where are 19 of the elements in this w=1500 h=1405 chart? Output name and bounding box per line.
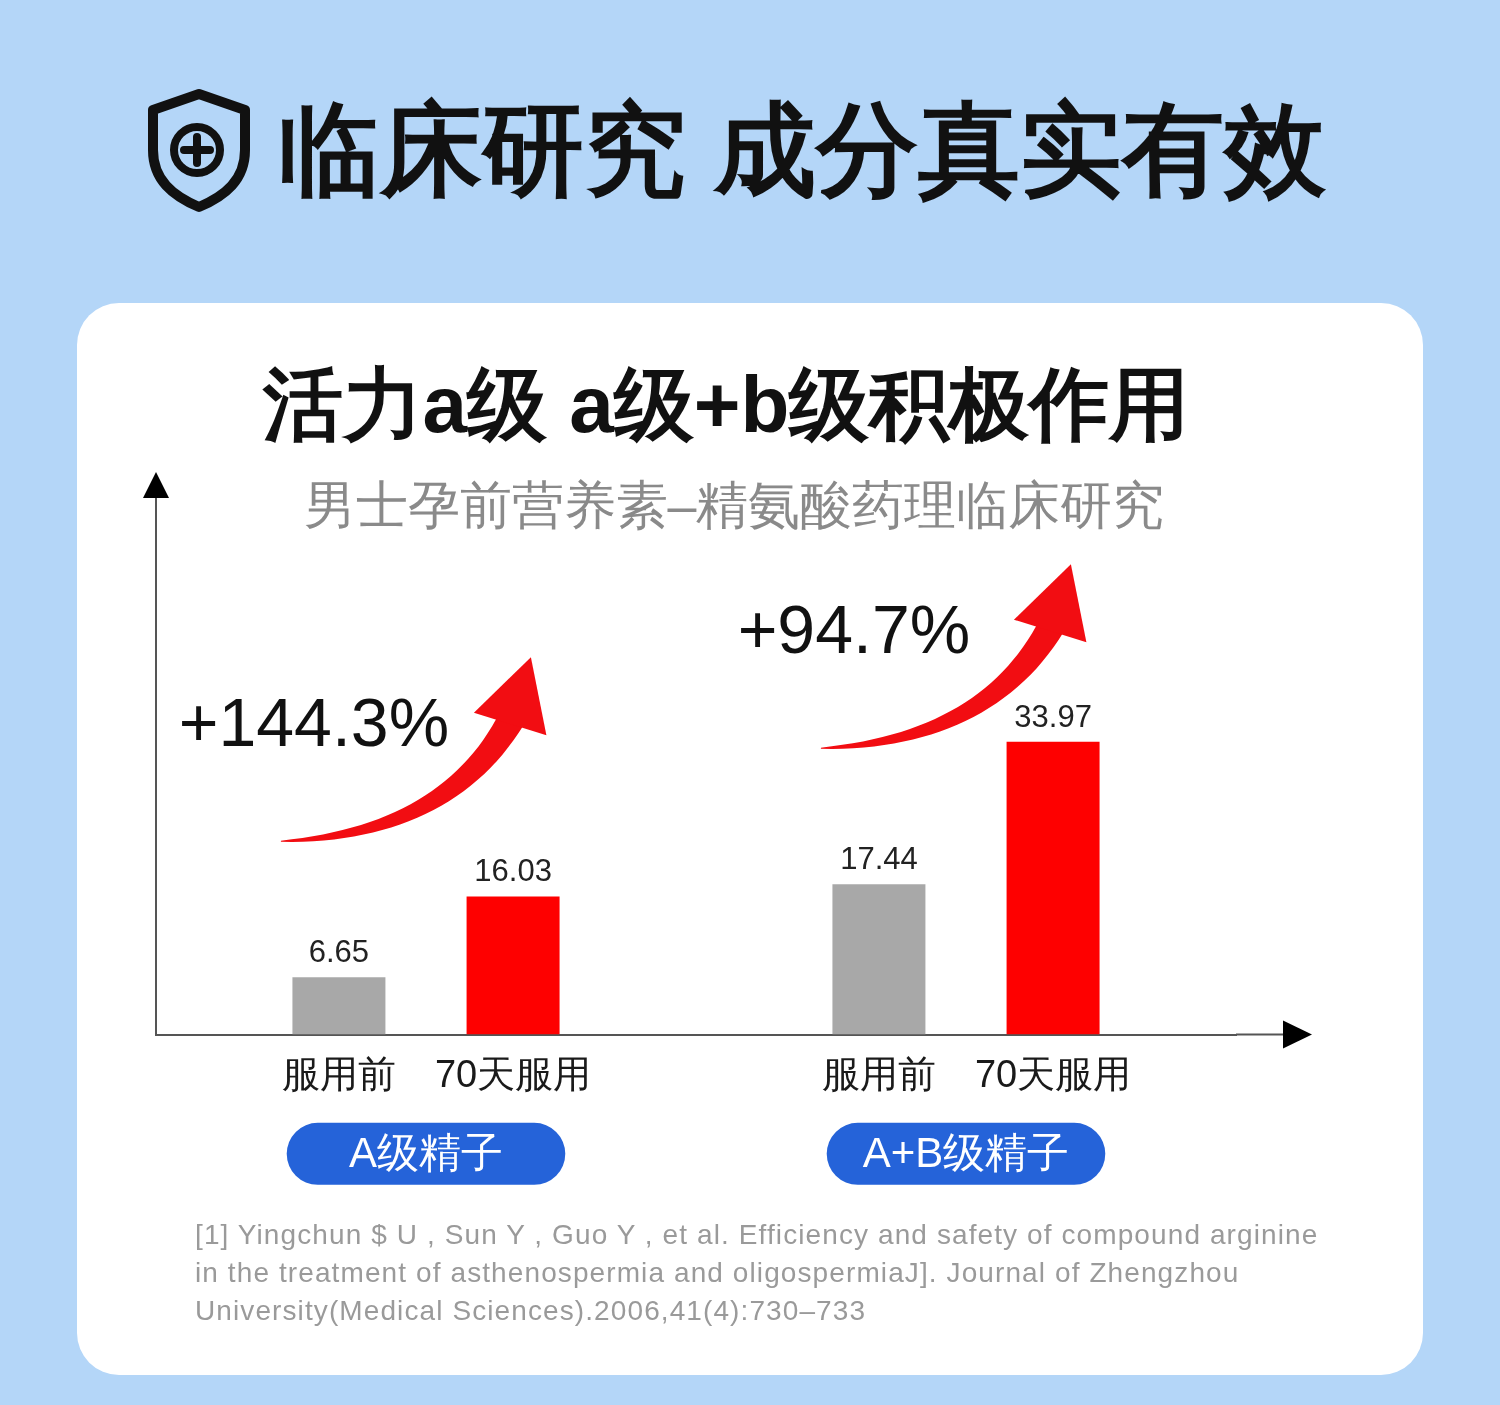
data-label: 33.97: [1014, 698, 1092, 734]
annotation: +144.3%: [178, 684, 450, 761]
data-label: 6.65: [308, 934, 370, 970]
text: 70天服用: [974, 1053, 1132, 1096]
bar: [832, 884, 926, 1035]
text: [1] Yingchun $ U , Sun Y , Guo Y , et al. Efficiency and safety of compound arginine in the treatment of asthenospermia and oligospermiaJ]. Journal of Zhengzhou University(Medical Sciences).2006,41(4):730–733: [195, 1218, 1320, 1328]
bar: [292, 977, 386, 1035]
data-label: 17.44: [840, 841, 918, 877]
series-label: 服用前: [281, 1053, 396, 1096]
chart-title: 临床研究 成分真实有效: [278, 92, 1327, 209]
x-tick-label: A+B级精子: [862, 1129, 1070, 1177]
series-label: 70天服用: [434, 1053, 592, 1096]
bar: [466, 896, 560, 1035]
annotation: 男士孕前营养素–精氨酸药理临床研究: [302, 475, 1166, 536]
annotation: +94.7%: [737, 590, 971, 667]
x-tick-label: A级精子: [348, 1129, 504, 1177]
text: 服用前: [821, 1053, 936, 1096]
chart-subtitle: 活力a级 a级+b级积极作用: [261, 359, 1191, 451]
data-label: 16.03: [474, 853, 552, 889]
